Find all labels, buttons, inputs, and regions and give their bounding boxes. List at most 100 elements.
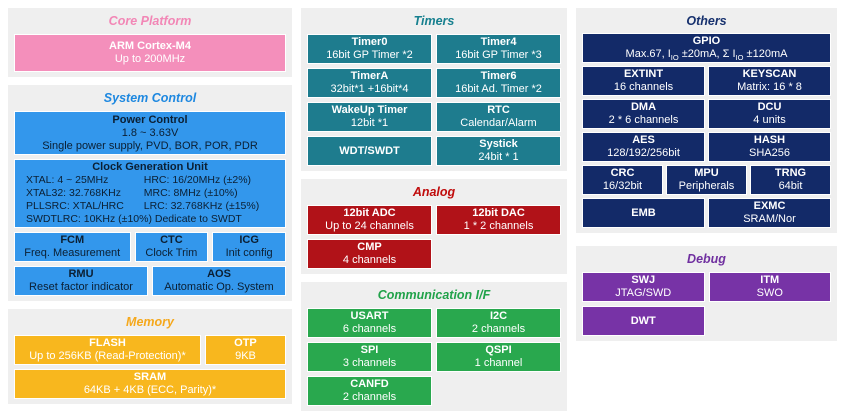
others-row-5: EMB EXMC SRAM/Nor <box>582 198 831 228</box>
block-subtitle: 4 channels <box>342 254 397 266</box>
block-subtitle: 16 channels <box>613 81 674 93</box>
block-title: ARM Cortex-M4 <box>109 40 191 52</box>
block-subtitle: 16/32bit <box>602 180 643 192</box>
block-timera: TimerA 32bit*1 +16bit*4 <box>307 68 432 98</box>
system-control-row-1: FCM Freq. Measurement CTC Clock Trim ICG… <box>14 232 286 262</box>
block-title: RMU <box>68 268 94 280</box>
block-title: WDT/SWDT <box>339 144 400 157</box>
block-subtitle: 2 channels <box>342 391 397 403</box>
block-clock-generation-unit: Clock Generation Unit XTAL: 4 ~ 25MHz XT… <box>14 159 286 228</box>
block-wakeup-timer: WakeUp Timer 12bit *1 <box>307 102 432 132</box>
block-title: OTP <box>234 337 257 349</box>
block-sram: SRAM 64KB + 4KB (ECC, Parity)* <box>14 369 286 399</box>
voltage-range: 1.8 ~ 3.63V <box>121 126 179 139</box>
block-usart: USART 6 channels <box>307 308 432 338</box>
block-aes: AES 128/192/256bit <box>582 132 705 162</box>
block-keyscan: KEYSCAN Matrix: 16 * 8 <box>708 66 831 96</box>
clock-spec-line: SWDTLRC: 10KHz (±10%) Dedicate to SWDT <box>26 213 242 225</box>
analog-row-1: 12bit ADC Up to 24 channels 12bit DAC 1 … <box>307 205 561 235</box>
left-column: Core Platform ARM Cortex-M4 Up to 200MHz… <box>8 8 292 407</box>
block-timer4: Timer4 16bit GP Timer *3 <box>436 34 561 64</box>
block-subtitle: 3 channels <box>342 357 397 369</box>
block-subtitle: SWO <box>756 287 783 299</box>
block-subtitle: 6 channels <box>342 323 397 335</box>
block-title: Timer4 <box>480 36 517 48</box>
block-title: Power Control <box>112 113 188 126</box>
block-canfd: CANFD 2 channels <box>307 376 432 406</box>
block-adc: 12bit ADC Up to 24 channels <box>307 205 432 235</box>
block-timer6: Timer6 16bit Ad. Timer *2 <box>436 68 561 98</box>
block-ctc: CTC Clock Trim <box>134 232 209 262</box>
timers-row-1: Timer0 16bit GP Timer *2 Timer4 16bit GP… <box>307 34 561 64</box>
block-title: DCU <box>757 101 782 113</box>
block-subtitle: SRAM/Nor <box>743 213 796 225</box>
communication-row-1: USART 6 channels I2C 2 channels <box>307 308 561 338</box>
block-subtitle: Reset factor indicator <box>29 281 133 293</box>
clock-spec-line: MRC: 8MHz (±10%) <box>143 187 238 199</box>
block-title: SRAM <box>133 371 167 383</box>
block-title: KEYSCAN <box>742 68 797 80</box>
block-title: GPIO <box>692 35 721 47</box>
section-title-others: Others <box>686 14 727 28</box>
block-hash: HASH SHA256 <box>708 132 831 162</box>
clock-spec-left: XTAL: 4 ~ 25MHz XTAL32: 32.768KHz PLLSRC… <box>26 174 144 213</box>
others-row-4: CRC 16/32bit MPU Peripherals TRNG 64bit <box>582 165 831 195</box>
power-features: Single power supply, PVD, BOR, POR, PDR <box>42 139 258 152</box>
block-dwt: DWT <box>582 306 705 336</box>
block-title: CMP <box>357 241 382 253</box>
block-title: 12bit DAC <box>472 207 525 219</box>
block-itm: ITM SWO <box>708 272 831 302</box>
block-qspi: QSPI 1 channel <box>436 342 561 372</box>
block-subtitle: SHA256 <box>749 147 790 159</box>
block-gpio: GPIO Max.67, IIO ±20mA, Σ IIO ±120mA <box>582 33 831 63</box>
section-core-platform: Core Platform ARM Cortex-M4 Up to 200MHz <box>8 8 292 77</box>
block-subtitle: Peripherals <box>678 180 735 192</box>
block-title: I2C <box>489 310 508 322</box>
block-title: Timer6 <box>480 70 517 82</box>
block-extint: EXTINT 16 channels <box>582 66 705 96</box>
block-subtitle: 1 * 2 channels <box>463 220 534 232</box>
section-title-core-platform: Core Platform <box>108 14 192 28</box>
timers-row-4: WDT/SWDT Systick 24bit * 1 <box>307 136 561 166</box>
block-title: EXTINT <box>623 68 664 80</box>
gpio-current-spec: Max.67, IIO ±20mA, Σ IIO ±120mA <box>625 48 788 63</box>
block-title: DMA <box>630 101 657 113</box>
clock-spec-line: XTAL32: 32.768KHz <box>26 187 121 199</box>
block-title: FCM <box>60 234 85 246</box>
block-subtitle: JTAG/SWD <box>615 287 672 299</box>
block-cmp: CMP 4 channels <box>307 239 432 269</box>
block-subtitle: Calendar/Alarm <box>460 117 537 129</box>
block-dcu: DCU 4 units <box>708 99 831 129</box>
section-title-debug: Debug <box>687 252 726 266</box>
block-flash: FLASH Up to 256KB (Read-Protection)* <box>14 335 201 365</box>
memory-row-1: FLASH Up to 256KB (Read-Protection)* OTP… <box>14 335 286 365</box>
block-timer0: Timer0 16bit GP Timer *2 <box>307 34 432 64</box>
block-title: EMB <box>631 206 656 219</box>
block-subtitle: 64KB + 4KB (ECC, Parity)* <box>83 384 217 396</box>
block-subtitle: 1 channel <box>474 357 523 369</box>
section-title-memory: Memory <box>126 315 174 329</box>
analog-row-2: CMP 4 channels <box>307 239 561 269</box>
section-others: Others GPIO Max.67, IIO ±20mA, Σ IIO ±12… <box>576 8 837 233</box>
block-power-control: Power Control 1.8 ~ 3.63V Single power s… <box>14 111 286 155</box>
block-title: SWJ <box>631 274 656 286</box>
block-title: AES <box>632 134 655 146</box>
timers-row-2: TimerA 32bit*1 +16bit*4 Timer6 16bit Ad.… <box>307 68 561 98</box>
block-title: FLASH <box>89 337 126 349</box>
block-aos: AOS Automatic Op. System <box>152 266 286 296</box>
section-system-control: System Control Power Control 1.8 ~ 3.63V… <box>8 85 292 301</box>
section-debug: Debug SWJ JTAG/SWD ITM SWO DWT <box>576 246 837 341</box>
clock-spec-right: HRC: 16/20MHz (±2%) MRC: 8MHz (±10%) LRC… <box>144 174 282 213</box>
block-subtitle: 64bit <box>778 180 803 192</box>
block-title: USART <box>350 310 389 322</box>
block-title: DWT <box>630 314 656 327</box>
block-subtitle: 24bit * 1 <box>478 151 519 163</box>
block-subtitle: Up to 24 channels <box>325 220 414 232</box>
block-title: Systick <box>479 138 518 150</box>
block-swj: SWJ JTAG/SWD <box>582 272 705 302</box>
debug-row-1: SWJ JTAG/SWD ITM SWO <box>582 272 831 302</box>
right-column: Others GPIO Max.67, IIO ±20mA, Σ IIO ±12… <box>576 8 837 407</box>
block-title: CRC <box>610 167 635 179</box>
section-memory: Memory FLASH Up to 256KB (Read-Protectio… <box>8 309 292 404</box>
block-otp: OTP 9KB <box>204 335 286 365</box>
